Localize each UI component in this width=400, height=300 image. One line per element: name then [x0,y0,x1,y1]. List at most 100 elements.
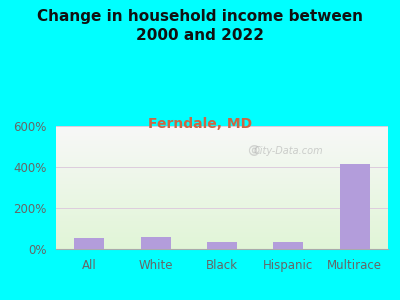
Bar [56,192,388,193]
Bar [56,221,388,222]
Bar [56,165,388,166]
Bar [56,228,388,229]
Bar [56,231,388,232]
Bar [74,238,104,249]
Bar [56,186,388,187]
Text: Change in household income between
2000 and 2022: Change in household income between 2000 … [37,9,363,43]
Bar [56,161,388,162]
Bar [56,187,388,188]
Bar [56,217,388,218]
Bar [207,242,237,249]
Bar [56,241,388,242]
Bar [56,201,388,202]
Bar [56,163,388,164]
Bar [56,218,388,219]
Bar [56,150,388,151]
Bar [56,149,388,150]
Bar [56,127,388,128]
Bar [56,177,388,178]
Bar [56,172,388,173]
Bar [56,238,388,239]
Bar [56,158,388,159]
Bar [56,129,388,130]
Bar [56,206,388,207]
Bar [56,199,388,200]
Bar [56,240,388,241]
Bar [56,215,388,216]
Bar [56,181,388,182]
Bar [56,184,388,185]
Bar [56,237,388,238]
Bar [56,175,388,176]
Bar [56,219,388,220]
Bar [56,245,388,246]
Bar [56,247,388,248]
Bar [56,200,388,201]
Bar [56,194,388,195]
Bar [56,148,388,149]
Bar [56,242,388,243]
Bar [56,202,388,203]
Bar [56,157,388,158]
Bar [56,232,388,233]
Bar [56,236,388,237]
Bar [56,128,388,129]
Bar [56,193,388,194]
Bar [141,237,170,249]
Bar [56,151,388,152]
Bar [56,239,388,240]
Bar [56,132,388,133]
Bar [56,195,388,196]
Bar [56,139,388,140]
Bar [56,171,388,172]
Text: Ferndale, MD: Ferndale, MD [148,117,252,131]
Bar [56,205,388,206]
Bar [56,152,388,153]
Bar [56,162,388,163]
Bar [56,145,388,146]
Bar [56,216,388,217]
Bar [56,160,388,161]
Bar [56,133,388,134]
Bar [56,243,388,244]
Bar [56,191,388,192]
Bar [56,204,388,205]
Bar [56,185,388,186]
Bar [56,209,388,210]
Bar [56,198,388,199]
Bar [274,242,303,249]
Bar [56,140,388,141]
Bar [56,207,388,208]
Bar [56,174,388,175]
Bar [56,180,388,181]
Bar [56,222,388,223]
Bar [56,235,388,236]
Bar [56,168,388,169]
Bar [56,153,388,154]
Bar [56,179,388,180]
Bar [56,212,388,213]
Bar [56,142,388,143]
Bar [56,182,388,183]
Bar [56,159,388,160]
Bar [56,189,388,190]
Bar [56,164,388,165]
Bar [56,220,388,221]
Bar [56,135,388,136]
Bar [56,225,388,226]
Bar [56,146,388,147]
Bar [56,188,388,189]
Bar [56,248,388,249]
Bar [56,155,388,156]
Bar [56,156,388,157]
Bar [56,190,388,191]
Bar [56,234,388,235]
Bar [56,196,388,197]
Bar [56,170,388,171]
Bar [56,154,388,155]
Bar [56,197,388,198]
Bar [56,169,388,170]
Text: @: @ [247,144,260,157]
Bar [56,227,388,228]
Bar [56,213,388,214]
